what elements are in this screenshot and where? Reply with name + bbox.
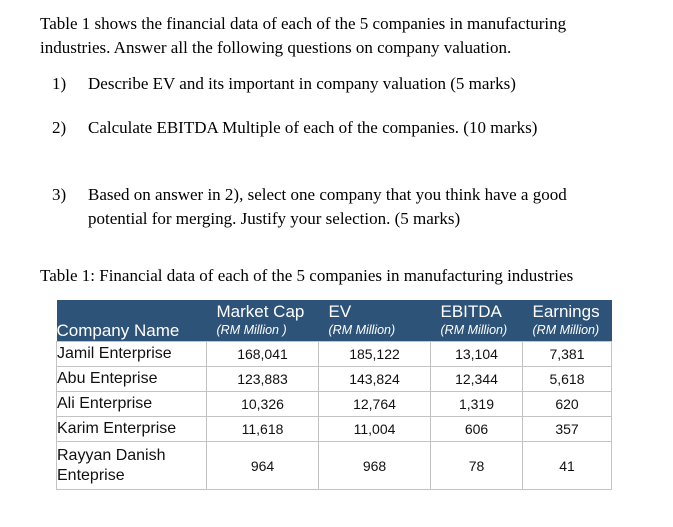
- question-3-line-2: potential for merging. Justify your sele…: [88, 209, 461, 228]
- header-earnings-unit: (RM Million): [532, 323, 600, 337]
- table-row: Jamil Enterprise 168,041 185,122 13,104 …: [56, 341, 612, 367]
- earnings-cell: 41: [522, 441, 612, 490]
- market-cap-cell: 11,618: [206, 416, 319, 442]
- ebitda-cell: 78: [430, 441, 523, 490]
- ev-cell: 185,122: [318, 341, 431, 367]
- company-name-cell: Abu Enteprise: [56, 366, 207, 392]
- company-name-cell: Jamil Enterprise: [56, 341, 207, 367]
- table-caption: Table 1: Financial data of each of the 5…: [40, 266, 574, 285]
- header-ev: EV (RM Million): [318, 300, 431, 342]
- market-cap-cell: 123,883: [206, 366, 319, 392]
- header-ev-unit: (RM Million): [328, 323, 396, 337]
- earnings-cell: 620: [522, 391, 612, 417]
- question-1-number: 1): [52, 74, 67, 93]
- header-earnings: Earnings (RM Million): [522, 300, 612, 342]
- table-row: Rayyan Danish Enteprise 964 968 78 41: [56, 441, 612, 490]
- intro-paragraph: Table 1 shows the financial data of each…: [40, 12, 645, 60]
- earnings-cell: 5,618: [522, 366, 612, 392]
- company-name-cell: Karim Enterprise: [56, 416, 207, 442]
- header-ebitda: EBITDA (RM Million): [430, 300, 523, 342]
- header-ebitda-unit: (RM Million): [440, 323, 508, 337]
- question-3-number: 3): [52, 185, 67, 204]
- header-ebitda-label: EBITDA: [440, 302, 502, 321]
- question-3: 3) Based on answer in 2), select one com…: [52, 183, 645, 231]
- market-cap-cell: 964: [206, 441, 319, 490]
- ev-cell: 968: [318, 441, 431, 490]
- question-3-text: Based on answer in 2), select one compan…: [88, 183, 645, 231]
- header-market-cap-label: Market Cap: [216, 302, 305, 321]
- table-row: Karim Enterprise 11,618 11,004 606 357: [56, 416, 612, 442]
- ebitda-cell: 13,104: [430, 341, 523, 367]
- question-2: 2) Calculate EBITDA Multiple of each of …: [52, 116, 645, 140]
- question-2-text: Calculate EBITDA Multiple of each of the…: [88, 118, 538, 137]
- header-ev-label: EV: [328, 302, 352, 321]
- market-cap-cell: 10,326: [206, 391, 319, 417]
- intro-line-2: industries. Answer all the following que…: [40, 38, 512, 57]
- header-earnings-label: Earnings: [532, 302, 600, 321]
- question-3-line-1: Based on answer in 2), select one compan…: [88, 185, 567, 204]
- table-row: Ali Enterprise 10,326 12,764 1,319 620: [56, 391, 612, 417]
- company-name-cell: Rayyan Danish Enteprise: [56, 441, 207, 490]
- header-company-name: Company Name: [56, 300, 207, 342]
- header-market-cap-unit: (RM Million ): [216, 323, 287, 337]
- question-1: 1) Describe EV and its important in comp…: [52, 72, 645, 96]
- table-header-row: Company Name Market Cap (RM Million ) EV…: [56, 300, 612, 342]
- financial-table: Company Name Market Cap (RM Million ) EV…: [56, 300, 612, 490]
- earnings-cell: 357: [522, 416, 612, 442]
- ebitda-cell: 606: [430, 416, 523, 442]
- ev-cell: 143,824: [318, 366, 431, 392]
- question-1-text: Describe EV and its important in company…: [88, 74, 516, 93]
- market-cap-cell: 168,041: [206, 341, 319, 367]
- ev-cell: 12,764: [318, 391, 431, 417]
- company-name-cell: Ali Enterprise: [56, 391, 207, 417]
- ev-cell: 11,004: [318, 416, 431, 442]
- ebitda-cell: 12,344: [430, 366, 523, 392]
- table-row: Abu Enteprise 123,883 143,824 12,344 5,6…: [56, 366, 612, 392]
- header-market-cap: Market Cap (RM Million ): [206, 300, 319, 342]
- earnings-cell: 7,381: [522, 341, 612, 367]
- intro-line-1: Table 1 shows the financial data of each…: [40, 14, 567, 33]
- ebitda-cell: 1,319: [430, 391, 523, 417]
- question-2-number: 2): [52, 118, 67, 137]
